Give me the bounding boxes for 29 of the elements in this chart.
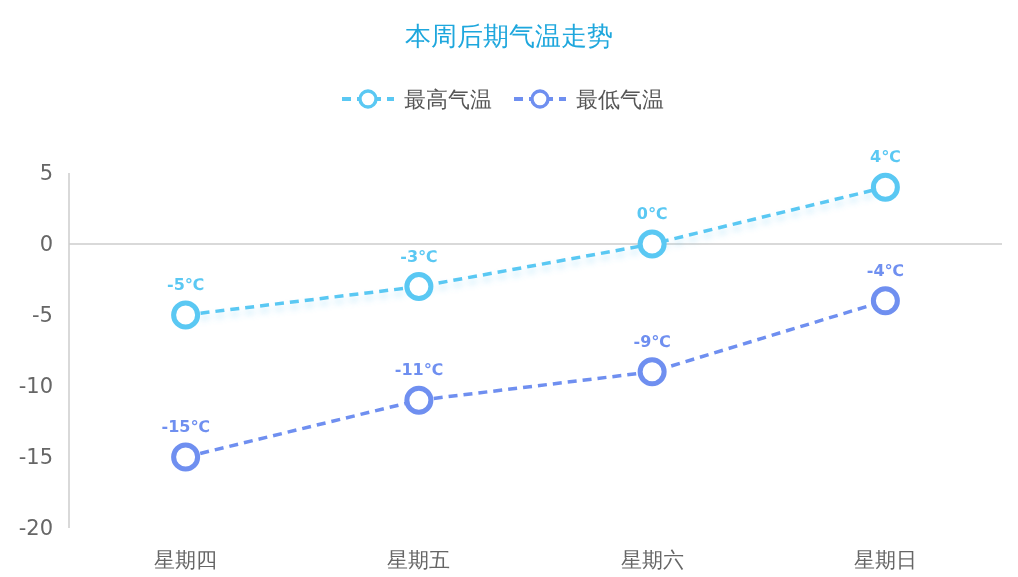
- data-label: 0℃: [636, 204, 668, 223]
- y-tick-label: 5: [39, 161, 53, 186]
- x-tick-label: 星期六: [620, 548, 684, 572]
- point: [637, 357, 667, 387]
- data-label: -4℃: [866, 260, 904, 280]
- point: [870, 172, 900, 202]
- point: [404, 385, 434, 415]
- data-label: -11℃: [394, 360, 444, 380]
- data-label: -5℃: [167, 275, 205, 294]
- y-tick-label: -5: [32, 303, 53, 328]
- data-label: -9℃: [633, 331, 671, 351]
- point: [637, 229, 667, 259]
- y-tick-label: -15: [18, 445, 53, 470]
- data-label: -3℃: [400, 246, 438, 266]
- legend-label: 最高气温: [404, 87, 492, 112]
- y-tick-label: -20: [18, 516, 53, 541]
- data-label: 4℃: [870, 147, 901, 167]
- x-tick-label: 星期日: [853, 548, 917, 572]
- y-tick-label: -10: [18, 374, 53, 399]
- legend-label: 最低气温: [576, 87, 664, 112]
- data-label: -15℃: [161, 417, 210, 436]
- y-tick-label: 0: [39, 232, 53, 257]
- point: [171, 442, 201, 472]
- x-tick-label: 星期四: [154, 548, 218, 572]
- point: [171, 300, 201, 330]
- point: [404, 272, 434, 302]
- chart-title: 本周后期气温走势: [405, 21, 613, 51]
- x-tick-label: 星期五: [387, 548, 451, 572]
- point: [870, 286, 900, 316]
